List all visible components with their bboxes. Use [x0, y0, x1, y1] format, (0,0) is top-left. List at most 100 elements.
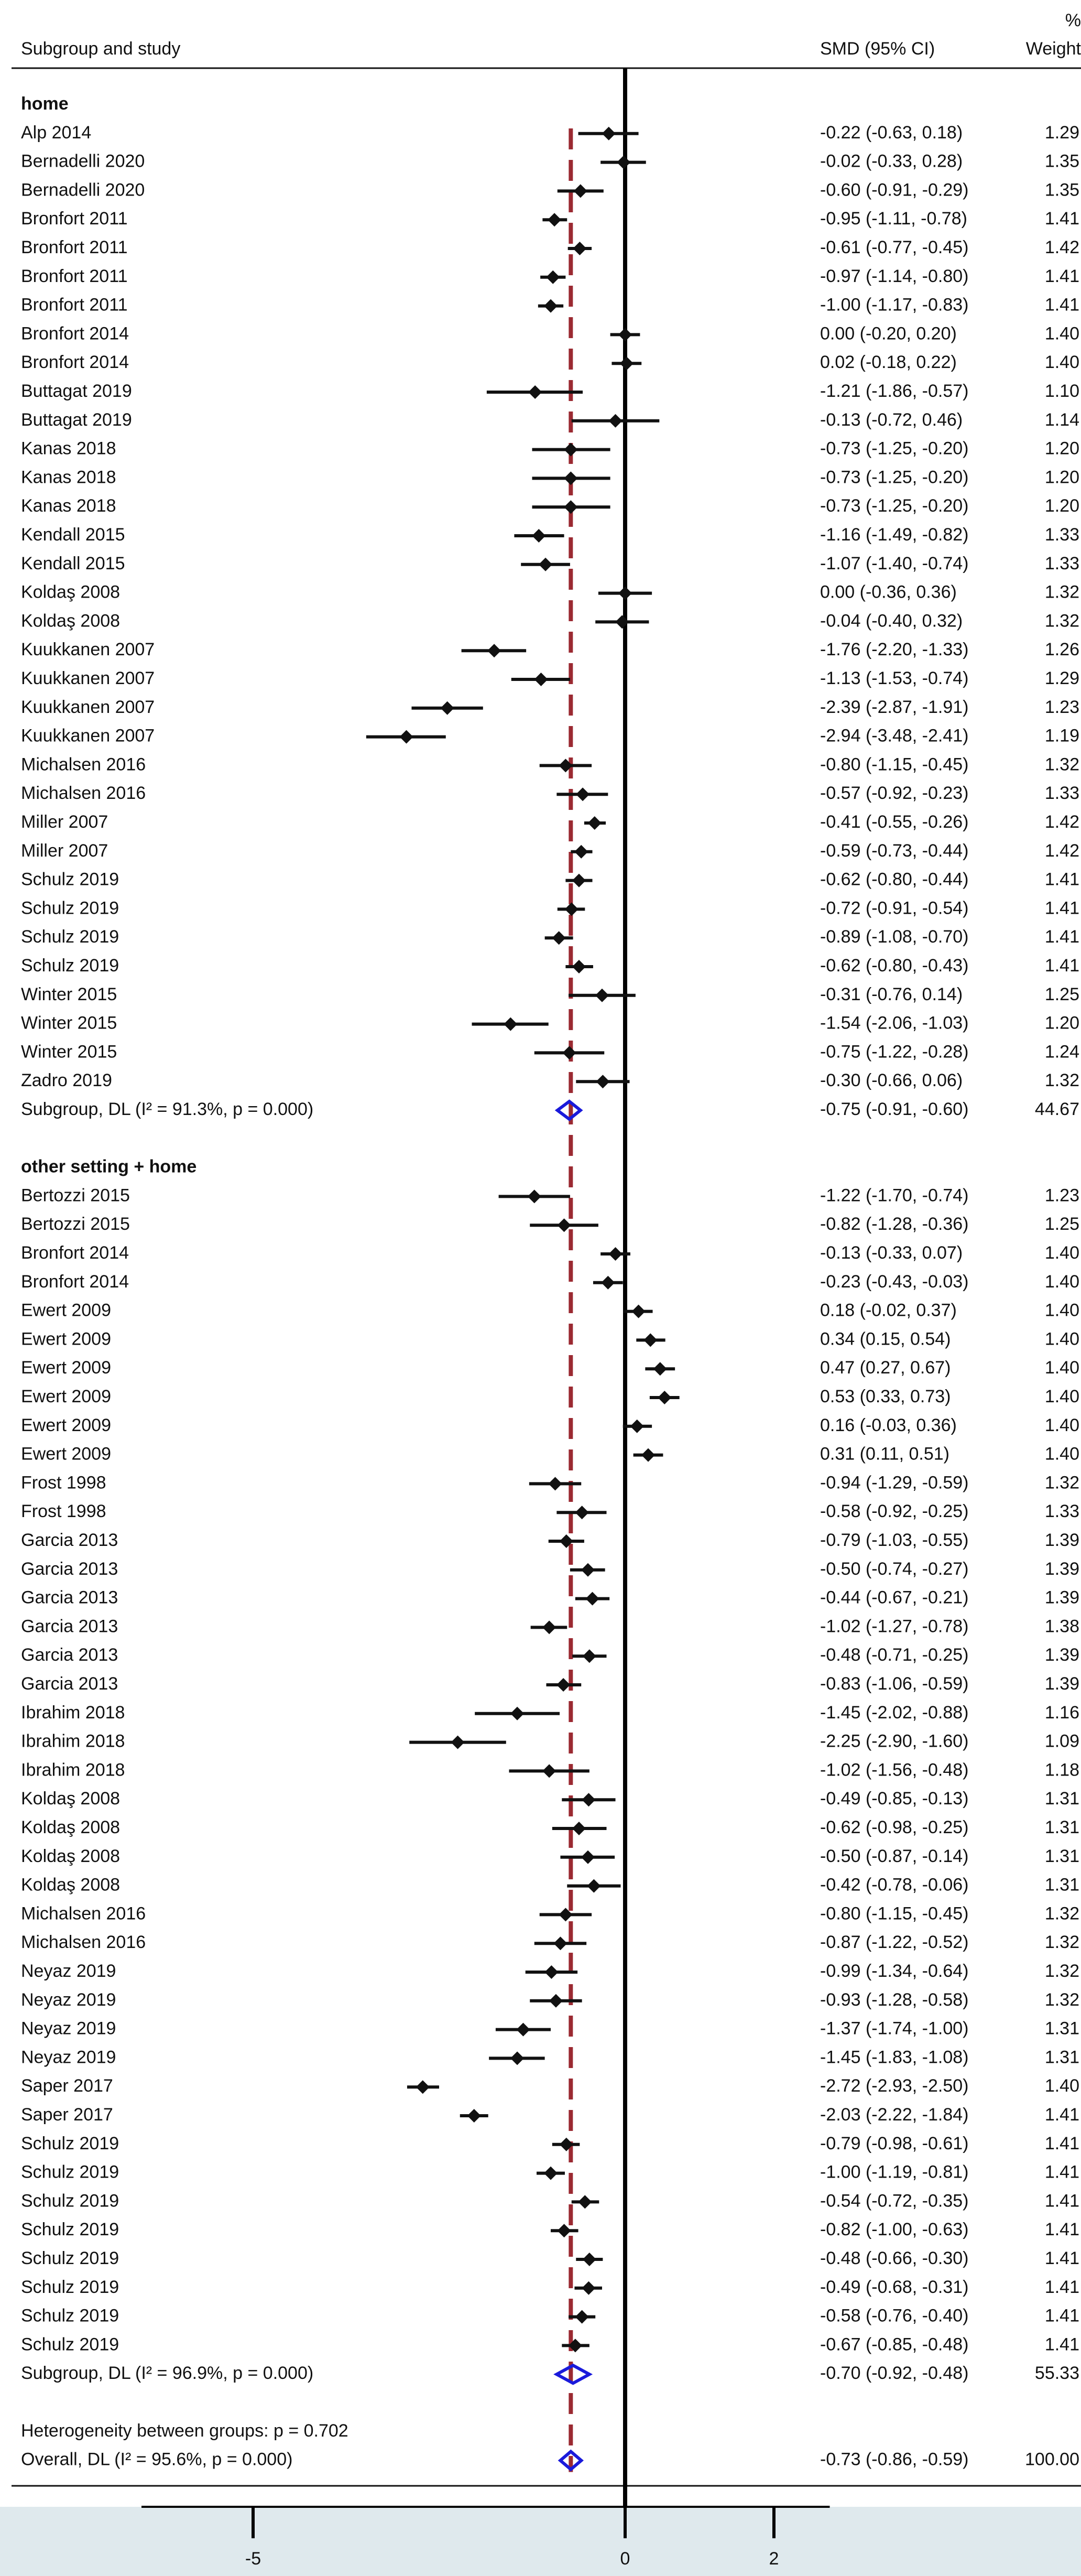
subgroup-subtotal-diamond: [554, 1099, 583, 1121]
weight-value: 1.39: [1045, 1674, 1079, 1694]
weight-value: 1.33: [1045, 525, 1079, 545]
weight-value: 1.25: [1045, 984, 1079, 1004]
overall-weight: 100.00: [1025, 2450, 1079, 2470]
point-estimate: [572, 960, 586, 973]
study-label: Neyaz 2019: [21, 1990, 116, 2010]
effect-size-value: -0.97 (-1.14, -0.80): [820, 266, 968, 286]
point-estimate: [552, 931, 566, 945]
effect-size-value: -0.95 (-1.11, -0.78): [820, 209, 967, 229]
study-label: Koldaş 2008: [21, 611, 120, 631]
point-estimate: [602, 126, 616, 140]
weight-value: 1.20: [1045, 496, 1079, 516]
study-row: Schulz 2019 -0.54 (-0.72, -0.35) 1.41: [21, 2191, 1079, 2211]
study-row: Ibrahim 2018 -1.45 (-2.02, -0.88) 1.16: [21, 1703, 1079, 1723]
study-row: Kanas 2018 -0.73 (-1.25, -0.20) 1.20: [21, 467, 1079, 487]
study-label: Winter 2015: [21, 984, 117, 1004]
study-row: Schulz 2019 -0.48 (-0.66, -0.30) 1.41: [21, 2248, 1079, 2268]
study-row: Bronfort 2014 0.00 (-0.20, 0.20) 1.40: [21, 323, 1079, 343]
effect-size-value: -0.30 (-0.66, 0.06): [820, 1070, 963, 1090]
study-row: Koldaş 2008 -0.04 (-0.40, 0.32) 1.32: [21, 611, 1079, 631]
effect-size-value: -0.73 (-1.25, -0.20): [820, 439, 968, 459]
point-estimate: [504, 1017, 518, 1031]
point-estimate: [587, 816, 602, 830]
point-estimate: [556, 1678, 571, 1692]
study-row: Bronfort 2014 0.02 (-0.18, 0.22) 1.40: [21, 352, 1079, 372]
study-row: Kuukkanen 2007 -2.39 (-2.87, -1.91) 1.23: [21, 697, 1079, 717]
weight-value: 1.32: [1045, 1070, 1079, 1090]
effect-size-value: -0.02 (-0.33, 0.28): [820, 151, 963, 171]
study-label: Schulz 2019: [21, 2334, 119, 2354]
x-tick-label: -5: [245, 2549, 261, 2569]
study-label: Schulz 2019: [21, 2162, 119, 2182]
effect-size-value: -0.48 (-0.71, -0.25): [820, 1645, 968, 1665]
effect-size-value: -0.93 (-1.28, -0.58): [820, 1990, 968, 2010]
point-estimate: [595, 988, 609, 1002]
point-estimate: [618, 586, 632, 600]
weight-value: 1.40: [1045, 1301, 1079, 1321]
study-row: Bronfort 2011 -1.00 (-1.17, -0.83) 1.41: [21, 295, 1079, 315]
study-row: Kendall 2015 -1.16 (-1.49, -0.82) 1.33: [21, 525, 1079, 545]
weight-value: 1.41: [1045, 209, 1079, 229]
weight-value: 1.32: [1045, 1473, 1079, 1492]
effect-size-value: -1.45 (-2.02, -0.88): [820, 1703, 968, 1723]
weight-value: 1.32: [1045, 1961, 1079, 1981]
study-row: Garcia 2013 -0.79 (-1.03, -0.55) 1.39: [21, 1530, 1079, 1550]
effect-size-value: -0.79 (-0.98, -0.61): [820, 2134, 968, 2153]
study-label: Koldaş 2008: [21, 582, 120, 602]
point-estimate: [608, 1247, 623, 1261]
study-row: Winter 2015 -1.54 (-2.06, -1.03) 1.20: [21, 1013, 1079, 1033]
study-label: Frost 1998: [21, 1501, 106, 1521]
point-estimate: [572, 873, 586, 887]
study-row: Kuukkanen 2007 -2.94 (-3.48, -2.41) 1.19: [21, 726, 1079, 746]
effect-size-value: 0.00 (-0.36, 0.36): [820, 582, 957, 602]
weight-column-header-percent: %: [1065, 10, 1081, 30]
effect-size-value: -1.02 (-1.56, -0.48): [820, 1760, 968, 1780]
point-estimate: [544, 2166, 558, 2180]
point-estimate: [631, 1304, 646, 1318]
weight-value: 1.31: [1045, 2047, 1079, 2067]
point-estimate: [510, 2051, 525, 2065]
study-row: Neyaz 2019 -1.37 (-1.74, -1.00) 1.31: [21, 2019, 1079, 2039]
point-estimate: [617, 155, 631, 169]
study-label: Bronfort 2011: [21, 209, 128, 229]
point-estimate: [528, 385, 542, 399]
effect-size-value: -0.23 (-0.43, -0.03): [820, 1272, 968, 1292]
study-label: Garcia 2013: [21, 1645, 118, 1665]
weight-value: 1.32: [1045, 611, 1079, 631]
weight-value: 1.32: [1045, 754, 1079, 774]
study-row: Michalsen 2016 -0.87 (-1.22, -0.52) 1.32: [21, 1932, 1079, 1952]
study-label: Bronfort 2011: [21, 237, 128, 257]
subgroup-subtotal-effect-size: -0.75 (-0.91, -0.60): [820, 1099, 968, 1119]
study-row: Kuukkanen 2007 -1.76 (-2.20, -1.33) 1.26: [21, 640, 1079, 659]
point-estimate: [582, 2281, 596, 2295]
study-label: Garcia 2013: [21, 1674, 118, 1694]
study-row: Michalsen 2016 -0.80 (-1.15, -0.45) 1.32: [21, 754, 1079, 774]
study-label: Garcia 2013: [21, 1559, 118, 1579]
study-label: Saper 2017: [21, 2076, 113, 2096]
effect-size-value: -2.94 (-3.48, -2.41): [820, 726, 968, 746]
weight-value: 1.35: [1045, 180, 1079, 200]
study-row: Michalsen 2016 -0.57 (-0.92, -0.23) 1.33: [21, 783, 1079, 803]
weight-value: 1.16: [1045, 1703, 1079, 1723]
point-estimate: [575, 1506, 589, 1520]
weight-value: 1.31: [1045, 1817, 1079, 1837]
weight-value: 1.41: [1045, 2248, 1079, 2268]
weight-value: 1.40: [1045, 352, 1079, 372]
study-label: Miller 2007: [21, 841, 108, 861]
subgroup-heading: other setting + home: [21, 1157, 196, 1177]
point-estimate: [581, 1563, 595, 1577]
study-row: Koldaş 2008 -0.42 (-0.78, -0.06) 1.31: [21, 1875, 1079, 1895]
study-column-header: Subgroup and study: [21, 39, 180, 59]
study-label: Michalsen 2016: [21, 754, 146, 774]
study-row: Bronfort 2011 -0.97 (-1.14, -0.80) 1.41: [21, 266, 1079, 286]
study-row: Ewert 2009 0.47 (0.27, 0.67) 1.40: [21, 1358, 1079, 1378]
effect-size-value: 0.00 (-0.20, 0.20): [820, 323, 957, 343]
point-estimate: [534, 673, 548, 686]
effect-size-value: -0.50 (-0.74, -0.27): [820, 1559, 968, 1579]
study-label: Saper 2017: [21, 2105, 113, 2125]
weight-value: 1.41: [1045, 2134, 1079, 2153]
effect-size-value: -2.72 (-2.93, -2.50): [820, 2076, 968, 2096]
effect-size-value: 0.53 (0.33, 0.73): [820, 1387, 951, 1406]
study-row: Miller 2007 -0.41 (-0.55, -0.26) 1.42: [21, 812, 1079, 832]
study-label: Koldaş 2008: [21, 1789, 120, 1809]
